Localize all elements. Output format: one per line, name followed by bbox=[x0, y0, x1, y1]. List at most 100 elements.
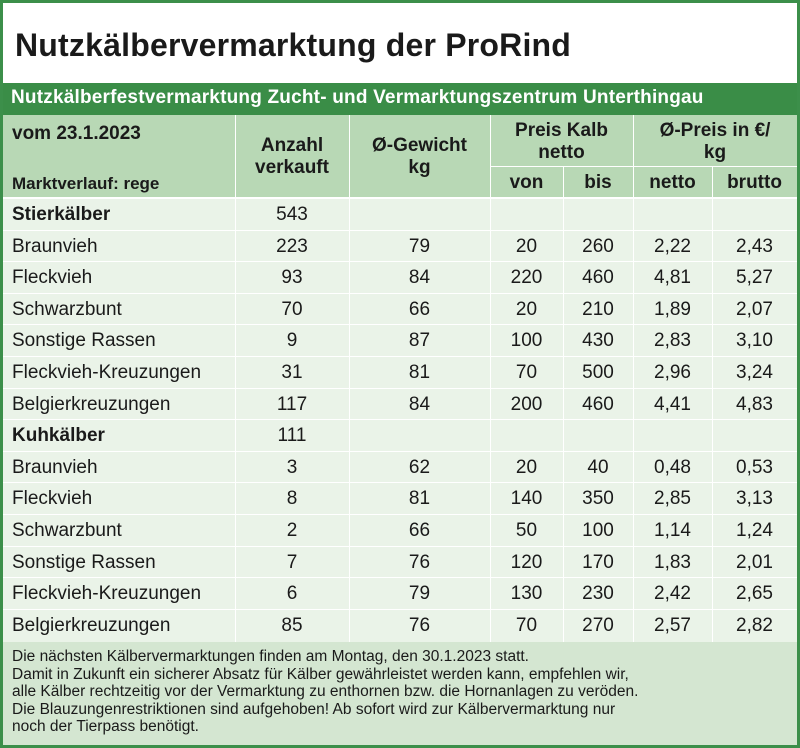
cell-weight: 66 bbox=[408, 298, 431, 320]
col-avgprice-line2: kg bbox=[703, 142, 727, 163]
cell-to: 40 bbox=[587, 456, 609, 478]
cell-net: 4,81 bbox=[654, 267, 691, 289]
breed-label: Belgierkreuzungen bbox=[12, 393, 171, 415]
cell-gross: 2,65 bbox=[736, 583, 773, 605]
cell-net: 2,83 bbox=[654, 330, 691, 352]
group-label: Kuhkälber bbox=[12, 425, 105, 447]
cell-from: 120 bbox=[510, 551, 543, 573]
cell-gross: 0,53 bbox=[736, 456, 773, 478]
cell-count: 6 bbox=[286, 583, 298, 605]
cell-count: 8 bbox=[286, 488, 298, 510]
col-net: netto bbox=[649, 172, 696, 193]
cell-from: 70 bbox=[515, 362, 538, 383]
cell-weight: 76 bbox=[408, 614, 431, 636]
col-weight-line1: Ø-Gewicht bbox=[371, 135, 467, 156]
cell-to: 260 bbox=[582, 235, 614, 257]
market-date: vom 23.1.2023 bbox=[12, 123, 141, 144]
col-price-to: bis bbox=[584, 172, 612, 193]
breed-label: Sonstige Rassen bbox=[12, 551, 156, 573]
cell-from: 70 bbox=[515, 614, 538, 636]
cell-weight: 66 bbox=[408, 520, 431, 541]
cell-from: 140 bbox=[510, 488, 543, 510]
cell-gross: 3,13 bbox=[736, 488, 773, 510]
col-gross: brutto bbox=[727, 172, 782, 193]
cell-net: 1,89 bbox=[654, 298, 691, 320]
cell-from: 130 bbox=[510, 583, 543, 605]
col-avgprice-line1: Ø-Preis in €/ bbox=[659, 120, 771, 141]
cell-net: 0,48 bbox=[654, 456, 691, 478]
cell-count: 117 bbox=[276, 393, 308, 415]
cell-to: 210 bbox=[582, 298, 614, 320]
cell-count: 223 bbox=[276, 235, 308, 257]
col-count-line1: Anzahl bbox=[260, 135, 324, 156]
page-subtitle: Nutzkälberfestvermarktung Zucht- und Ver… bbox=[3, 83, 797, 115]
cell-gross: 2,07 bbox=[736, 298, 773, 320]
col-price-line1: Preis Kalb bbox=[515, 120, 608, 141]
cell-weight: 81 bbox=[408, 488, 431, 510]
cell-count: 7 bbox=[286, 551, 298, 573]
page-title: Nutzkälbervermarktung der ProRind bbox=[15, 27, 572, 63]
group-label: Stierkälber bbox=[12, 204, 111, 225]
price-table: vom 23.1.2023 Marktverlauf: rege Anzahl … bbox=[3, 115, 797, 642]
cell-from: 20 bbox=[515, 298, 538, 320]
cell-to: 170 bbox=[582, 551, 614, 573]
cell-gross: 5,27 bbox=[736, 267, 773, 289]
footer-line: Die Blauzungenrestriktionen sind aufgeho… bbox=[12, 700, 616, 718]
cell-net: 2,57 bbox=[654, 614, 691, 636]
cell-net: 2,96 bbox=[654, 362, 691, 383]
cell-count: 31 bbox=[281, 362, 303, 383]
cell-gross: 2,82 bbox=[736, 614, 773, 636]
cell-net: 1,14 bbox=[654, 520, 691, 541]
cell-to: 100 bbox=[582, 520, 614, 541]
cell-to: 460 bbox=[582, 267, 614, 289]
cell-weight: 79 bbox=[408, 235, 431, 257]
cell-to: 230 bbox=[582, 583, 614, 605]
cell-gross: 2,01 bbox=[736, 551, 773, 573]
breed-label: Sonstige Rassen bbox=[12, 330, 156, 352]
col-price-from: von bbox=[509, 172, 544, 193]
footer-line: Damit in Zukunft ein sicherer Absatz für… bbox=[12, 665, 629, 683]
cell-count: 9 bbox=[286, 330, 298, 352]
cell-from: 50 bbox=[515, 520, 538, 541]
breed-label: Schwarzbunt bbox=[12, 520, 122, 541]
breed-label: Fleckvieh-Kreuzungen bbox=[12, 583, 202, 605]
cell-count: 93 bbox=[281, 267, 303, 289]
cell-from: 220 bbox=[510, 267, 543, 289]
footer-line: alle Kälber rechtzeitig vor der Vermarkt… bbox=[12, 683, 639, 700]
cell-weight: 79 bbox=[408, 583, 431, 605]
cell-count: 70 bbox=[281, 298, 303, 320]
cell-weight: 62 bbox=[408, 456, 431, 478]
cell-weight: 84 bbox=[408, 393, 431, 415]
cell-net: 2,22 bbox=[654, 235, 691, 257]
cell-to: 350 bbox=[582, 488, 614, 510]
col-count-line2: verkauft bbox=[255, 157, 329, 178]
cell-gross: 1,24 bbox=[736, 520, 773, 541]
cell-count: 85 bbox=[281, 614, 303, 636]
cell-count: 111 bbox=[277, 425, 307, 447]
cell-weight: 76 bbox=[408, 551, 431, 573]
cell-gross: 3,24 bbox=[736, 362, 773, 383]
cell-gross: 3,10 bbox=[736, 330, 773, 352]
cell-count: 2 bbox=[286, 520, 298, 541]
cell-weight: 87 bbox=[408, 330, 431, 352]
cell-from: 20 bbox=[515, 235, 538, 257]
cell-from: 200 bbox=[510, 393, 543, 415]
breed-label: Fleckvieh bbox=[12, 488, 93, 510]
table-header bbox=[3, 115, 797, 197]
cell-net: 2,42 bbox=[654, 583, 691, 605]
breed-label: Braunvieh bbox=[12, 235, 98, 257]
breed-label: Schwarzbunt bbox=[12, 298, 122, 320]
cell-count: 3 bbox=[286, 456, 298, 478]
cell-gross: 4,83 bbox=[736, 393, 773, 415]
cell-to: 430 bbox=[582, 330, 614, 352]
col-price-line2: netto bbox=[538, 142, 585, 163]
footer-line: noch der Tierpass benötigt. bbox=[12, 718, 199, 735]
cell-to: 270 bbox=[582, 614, 614, 636]
col-weight-line2: kg bbox=[408, 157, 431, 178]
cell-gross: 2,43 bbox=[736, 235, 773, 257]
cell-from: 100 bbox=[510, 330, 543, 352]
cell-net: 4,41 bbox=[654, 393, 691, 415]
cell-weight: 84 bbox=[408, 267, 431, 289]
breed-label: Fleckvieh bbox=[12, 267, 93, 289]
breed-label: Fleckvieh-Kreuzungen bbox=[12, 362, 202, 383]
